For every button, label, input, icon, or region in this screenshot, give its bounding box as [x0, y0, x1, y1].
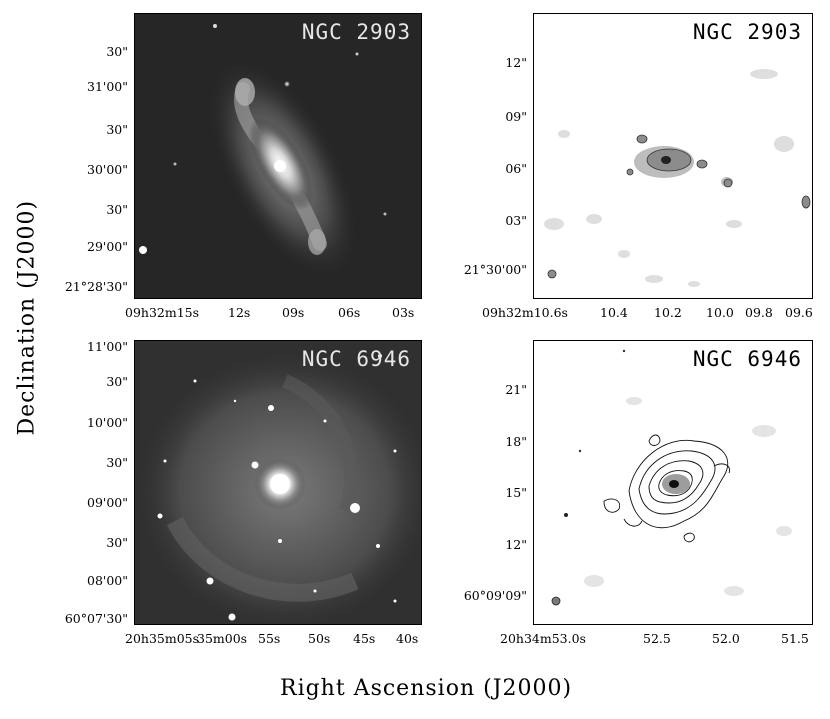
x-tick-label: 03s [392, 305, 415, 320]
x-tick-label: 09h32m10.6s [482, 305, 568, 320]
y-tick-label: 18" [505, 434, 527, 449]
x-tick-label: 10.2 [654, 305, 682, 320]
panel-title: NGC 6946 [301, 347, 411, 371]
y-tick-label: 60°09'09" [463, 588, 527, 603]
panel-title: NGC 2903 [692, 20, 802, 44]
y-tick-label: 30" [106, 44, 128, 59]
y-tick-label: 09" [505, 109, 527, 124]
y-tick-label: 03" [505, 213, 527, 228]
x-tick-label: 12s [228, 305, 251, 320]
y-tick-label: 30" [106, 374, 128, 389]
x-tick-label: 35m00s [197, 631, 248, 646]
y-tick-label: 31'00" [87, 79, 128, 94]
y-tick-label: 12" [505, 55, 527, 70]
panel-title: NGC 6946 [692, 347, 802, 371]
x-tick-label: 50s [308, 631, 331, 646]
ngc6946-radio-map [534, 341, 812, 624]
y-tick-label: 21°30'00" [463, 262, 527, 277]
x-tick-label: 10.0 [706, 305, 734, 320]
x-axis-title: Right Ascension (J2000) [280, 676, 573, 701]
y-tick-label: 30" [106, 455, 128, 470]
panel-ngc6946-optical: NGC 6946 [134, 340, 422, 625]
y-tick-label: 30" [106, 122, 128, 137]
y-tick-label: 29'00" [87, 239, 128, 254]
ngc2903-radio-map [534, 14, 812, 298]
y-tick-label: 15" [505, 485, 527, 500]
y-tick-label: 30'00" [87, 162, 128, 177]
y-tick-label: 60°07'30" [64, 611, 128, 626]
x-tick-label: 45s [353, 631, 376, 646]
x-tick-label: 09h32m15s [125, 305, 200, 320]
x-tick-label: 51.5 [781, 631, 809, 646]
x-tick-label: 10.4 [600, 305, 628, 320]
x-tick-label: 55s [258, 631, 281, 646]
ngc6946-optical-image [135, 341, 421, 624]
panel-ngc2903-optical: NGC 2903 [134, 13, 422, 299]
ngc2903-optical-image [135, 14, 421, 298]
y-tick-label: 21°28'30" [64, 279, 128, 294]
y-tick-label: 21" [505, 382, 527, 397]
x-tick-label: 09s [282, 305, 305, 320]
x-tick-label: 06s [338, 305, 361, 320]
y-axis-title: Declination (J2000) [14, 199, 40, 436]
panel-ngc6946-radio: NGC 6946 [533, 340, 813, 625]
y-tick-label: 30" [106, 535, 128, 550]
panel-title: NGC 2903 [301, 20, 411, 44]
x-tick-label: 52.5 [643, 631, 671, 646]
panel-ngc2903-radio: NGC 2903 [533, 13, 813, 299]
x-tick-label: 52.0 [712, 631, 740, 646]
y-tick-label: 09'00" [87, 495, 128, 510]
x-tick-label: 20h35m05s [125, 631, 200, 646]
x-tick-label: 20h34m53.0s [500, 631, 586, 646]
y-tick-label: 10'00" [87, 415, 128, 430]
y-tick-label: 08'00" [87, 573, 128, 588]
x-tick-label: 09.6 [785, 305, 813, 320]
x-tick-label: 09.8 [745, 305, 773, 320]
y-tick-label: 12" [505, 537, 527, 552]
y-tick-label: 06" [505, 161, 527, 176]
y-tick-label: 11'00" [87, 339, 128, 354]
y-tick-label: 30" [106, 202, 128, 217]
x-tick-label: 40s [396, 631, 419, 646]
